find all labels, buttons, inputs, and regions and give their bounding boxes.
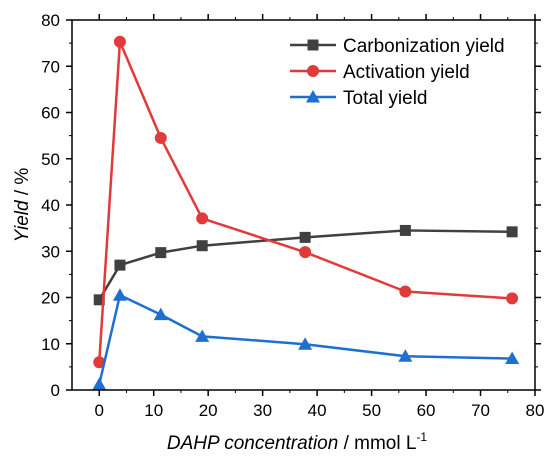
data-point-carbonization-yield	[196, 240, 208, 252]
y-tick-label: 60	[41, 104, 60, 123]
y-tick-label: 70	[41, 57, 60, 76]
data-point-activation-yield	[196, 212, 209, 225]
data-point-activation-yield	[93, 356, 106, 369]
data-point-total-yield	[398, 349, 413, 362]
data-point-activation-yield	[154, 131, 167, 144]
legend-label-carbonization-yield: Carbonization yield	[343, 36, 505, 57]
x-tick-label: 50	[362, 401, 381, 420]
y-axis-title: Yield / %	[12, 168, 33, 243]
y-tick-label: 30	[41, 242, 60, 261]
x-tick-label: 70	[471, 401, 490, 420]
data-point-total-yield	[153, 307, 168, 321]
data-point-activation-yield	[399, 285, 412, 298]
data-point-total-yield	[195, 329, 210, 342]
data-point-total-yield	[112, 288, 127, 301]
x-axis-title: DAHP concentration / mmol L-1	[167, 430, 428, 454]
legend: Carbonization yield Activation yield Total…	[290, 36, 505, 109]
data-point-activation-yield	[506, 292, 519, 305]
data-point-total-yield	[92, 377, 107, 390]
x-tick-label: 20	[199, 401, 218, 420]
series-total-yield	[92, 288, 520, 390]
data-point-total-yield	[298, 337, 313, 350]
plot-area	[92, 35, 520, 390]
data-point-carbonization-yield	[506, 226, 518, 238]
x-tick-label: 0	[95, 401, 104, 420]
data-point-total-yield	[505, 351, 520, 365]
data-point-activation-yield	[113, 35, 126, 48]
data-point-carbonization-yield	[114, 259, 126, 271]
y-tick-label: 40	[41, 196, 60, 215]
x-tick-label: 40	[308, 401, 327, 420]
x-tick-label: 80	[526, 401, 545, 420]
data-point-carbonization-yield	[299, 231, 311, 243]
y-tick-label: 80	[41, 11, 60, 30]
legend-label-activation-yield: Activation yield	[343, 62, 470, 83]
legend-marker-activation-yield	[307, 65, 319, 77]
y-tick-label: 20	[41, 289, 60, 308]
y-tick-label: 50	[41, 150, 60, 169]
axes: 0 10 20 30 40 50 60 70 80 0 10 20 30 40 50 60 70 80	[41, 11, 544, 420]
legend-marker-total-yield	[306, 90, 320, 103]
x-tick-label: 10	[144, 401, 163, 420]
series-activation-yield	[93, 35, 519, 369]
y-tick-label: 10	[41, 335, 60, 354]
x-tick-label: 60	[417, 401, 436, 420]
x-tick-label: 30	[253, 401, 272, 420]
data-point-carbonization-yield	[399, 224, 411, 236]
data-point-activation-yield	[299, 246, 312, 259]
data-point-carbonization-yield	[93, 294, 105, 306]
series-carbonization-yield	[93, 224, 518, 306]
legend-marker-carbonization-yield	[307, 39, 319, 51]
legend-label-total-yield: Total yield	[343, 88, 428, 109]
data-point-carbonization-yield	[155, 247, 167, 259]
y-tick-label: 0	[51, 381, 60, 400]
